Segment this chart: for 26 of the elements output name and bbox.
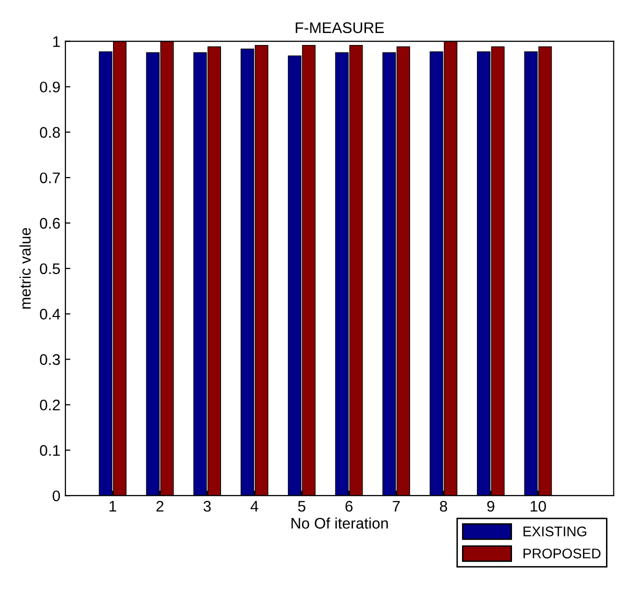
y-tick-label: 0.8 bbox=[40, 127, 60, 138]
x-tick-label: 3 bbox=[204, 500, 211, 512]
x-tick-label: 2 bbox=[156, 500, 164, 512]
y-tick-label: 0.5 bbox=[40, 263, 60, 274]
x-tick-label: 8 bbox=[440, 500, 448, 512]
y-tick-label: 0.6 bbox=[40, 218, 60, 229]
y-tick-label: 0 bbox=[52, 490, 60, 502]
x-tick-label: 7 bbox=[392, 501, 400, 512]
x-tick-label: 9 bbox=[487, 500, 494, 512]
y-axis-title: metric value bbox=[20, 228, 31, 309]
x-tick-label: 1 bbox=[110, 501, 116, 512]
x-tick-label: 10 bbox=[530, 500, 546, 512]
y-tick-label: 0.7 bbox=[40, 172, 60, 184]
y-tick-label: 0.1 bbox=[40, 445, 60, 456]
y-tick-label: 0.4 bbox=[40, 308, 60, 320]
x-tick-label: 4 bbox=[250, 501, 258, 512]
y-tick-label: 0.9 bbox=[40, 82, 60, 92]
y-tick-label: 0.2 bbox=[40, 400, 60, 410]
x-tick-label: 5 bbox=[298, 501, 306, 512]
chart-title: F-MEASURE bbox=[296, 22, 384, 34]
x-axis-title: No Of iteration bbox=[292, 517, 388, 529]
y-tick-label: 0.3 bbox=[40, 354, 60, 365]
x-tick-label: 6 bbox=[346, 500, 353, 512]
legend-label: PROPOSED bbox=[524, 548, 600, 558]
legend-label: EXISTING bbox=[524, 526, 586, 536]
y-tick-label: 1 bbox=[53, 36, 60, 47]
